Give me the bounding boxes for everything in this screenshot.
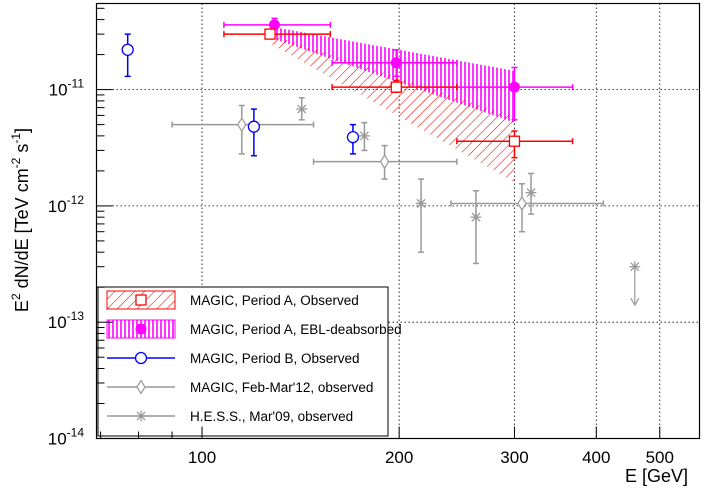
- y-tick-label: 10-12: [48, 193, 85, 216]
- data-point: [296, 97, 308, 121]
- data-point: [415, 178, 427, 253]
- point-marker: [508, 135, 521, 147]
- legend-box: [97, 286, 389, 437]
- data-point: [121, 33, 134, 78]
- x-tick-label: 500: [646, 448, 674, 467]
- point-marker: [296, 103, 308, 115]
- series-0: [223, 28, 574, 159]
- point-marker: [121, 43, 134, 56]
- y-axis-title-sup: 2: [9, 293, 23, 300]
- y-axis-title-part: ]: [12, 128, 32, 133]
- y-axis-title-part: s: [12, 144, 32, 158]
- legend-entry: MAGIC, Feb-Mar'12, observed: [107, 379, 373, 395]
- legend-marker: [134, 351, 148, 365]
- x-tick-label: 100: [188, 448, 216, 467]
- data-point: [223, 28, 332, 40]
- point-marker: [470, 211, 482, 223]
- data-point: [456, 66, 574, 121]
- data-point: [331, 79, 458, 93]
- data-point: [346, 123, 360, 155]
- point-marker: [346, 131, 360, 144]
- legend-label: H.E.S.S., Mar'09, observed: [190, 409, 353, 424]
- plot-frame: [95, 2, 701, 440]
- point-marker: [237, 116, 247, 133]
- data-point: [629, 261, 641, 307]
- point-marker: [264, 28, 276, 40]
- point-marker: [525, 187, 537, 199]
- data-point: [223, 17, 332, 31]
- legend-label: MAGIC, Feb-Mar'12, observed: [190, 380, 373, 395]
- x-tick-label: 400: [582, 448, 610, 467]
- x-axis-title: E [GeV]: [625, 466, 688, 486]
- y-axis-title-sup: -1: [9, 133, 23, 144]
- svg-text:E2 dN/dE [TeV cm-2 s-1]: E2 dN/dE [TeV cm-2 s-1]: [9, 128, 32, 312]
- data-point: [312, 144, 458, 180]
- data-point: [359, 121, 370, 152]
- legend-entry: MAGIC, Period A, Observed: [106, 290, 359, 310]
- series-1: [223, 17, 574, 121]
- point-marker: [415, 198, 427, 209]
- legend-marker: [135, 323, 147, 335]
- y-axis-title-part: E: [12, 300, 32, 312]
- point-marker: [268, 19, 280, 31]
- legend-entry: MAGIC, Period B, Observed: [107, 351, 360, 366]
- point-marker: [508, 81, 520, 93]
- tick-marks: [96, 7, 661, 439]
- point-marker: [247, 120, 261, 133]
- data-point: [456, 130, 574, 159]
- legend-marker: [135, 410, 147, 422]
- x-tick-label: 200: [385, 448, 413, 467]
- series-3: [171, 104, 605, 233]
- data-point: [331, 49, 458, 78]
- y-tick-label: 10-13: [48, 309, 85, 332]
- point-marker: [359, 130, 370, 142]
- data-point: [470, 189, 482, 265]
- legend-label: MAGIC, Period A, EBL-deabsorbed: [190, 322, 402, 337]
- legend: MAGIC, Period A, Observed MAGIC, Period A…: [97, 286, 402, 437]
- legend-entry: MAGIC, Period A, EBL-deabsorbed: [106, 319, 402, 339]
- data-point: [247, 108, 261, 157]
- series-2: [121, 33, 360, 157]
- legend-marker: [135, 294, 147, 306]
- y-tick-label: 10-11: [49, 77, 85, 100]
- point-marker: [629, 261, 641, 273]
- legend-label: MAGIC, Period B, Observed: [190, 351, 360, 366]
- y-axis-title-part: dN/dE [TeV cm: [12, 168, 32, 293]
- point-marker: [379, 154, 390, 170]
- y-axis-title-sup: -2: [9, 157, 23, 168]
- point-marker: [517, 195, 527, 212]
- data-point: [525, 172, 537, 215]
- x-tick-label: 300: [500, 448, 528, 467]
- arrow-head: [630, 297, 640, 307]
- legend-entry: H.E.S.S., Mar'09, observed: [107, 409, 353, 424]
- y-axis-title: E2 dN/dE [TeV cm-2 s-1]: [9, 128, 32, 312]
- point-marker: [390, 57, 402, 69]
- y-tick-label: 10-14: [48, 426, 85, 449]
- point-marker: [390, 81, 402, 93]
- legend-label: MAGIC, Period A, Observed: [190, 293, 359, 308]
- band-0: [270, 34, 515, 183]
- legend-marker: [136, 379, 146, 395]
- data-point: [171, 104, 315, 155]
- series-4: [296, 97, 641, 307]
- data-layer: [121, 17, 641, 307]
